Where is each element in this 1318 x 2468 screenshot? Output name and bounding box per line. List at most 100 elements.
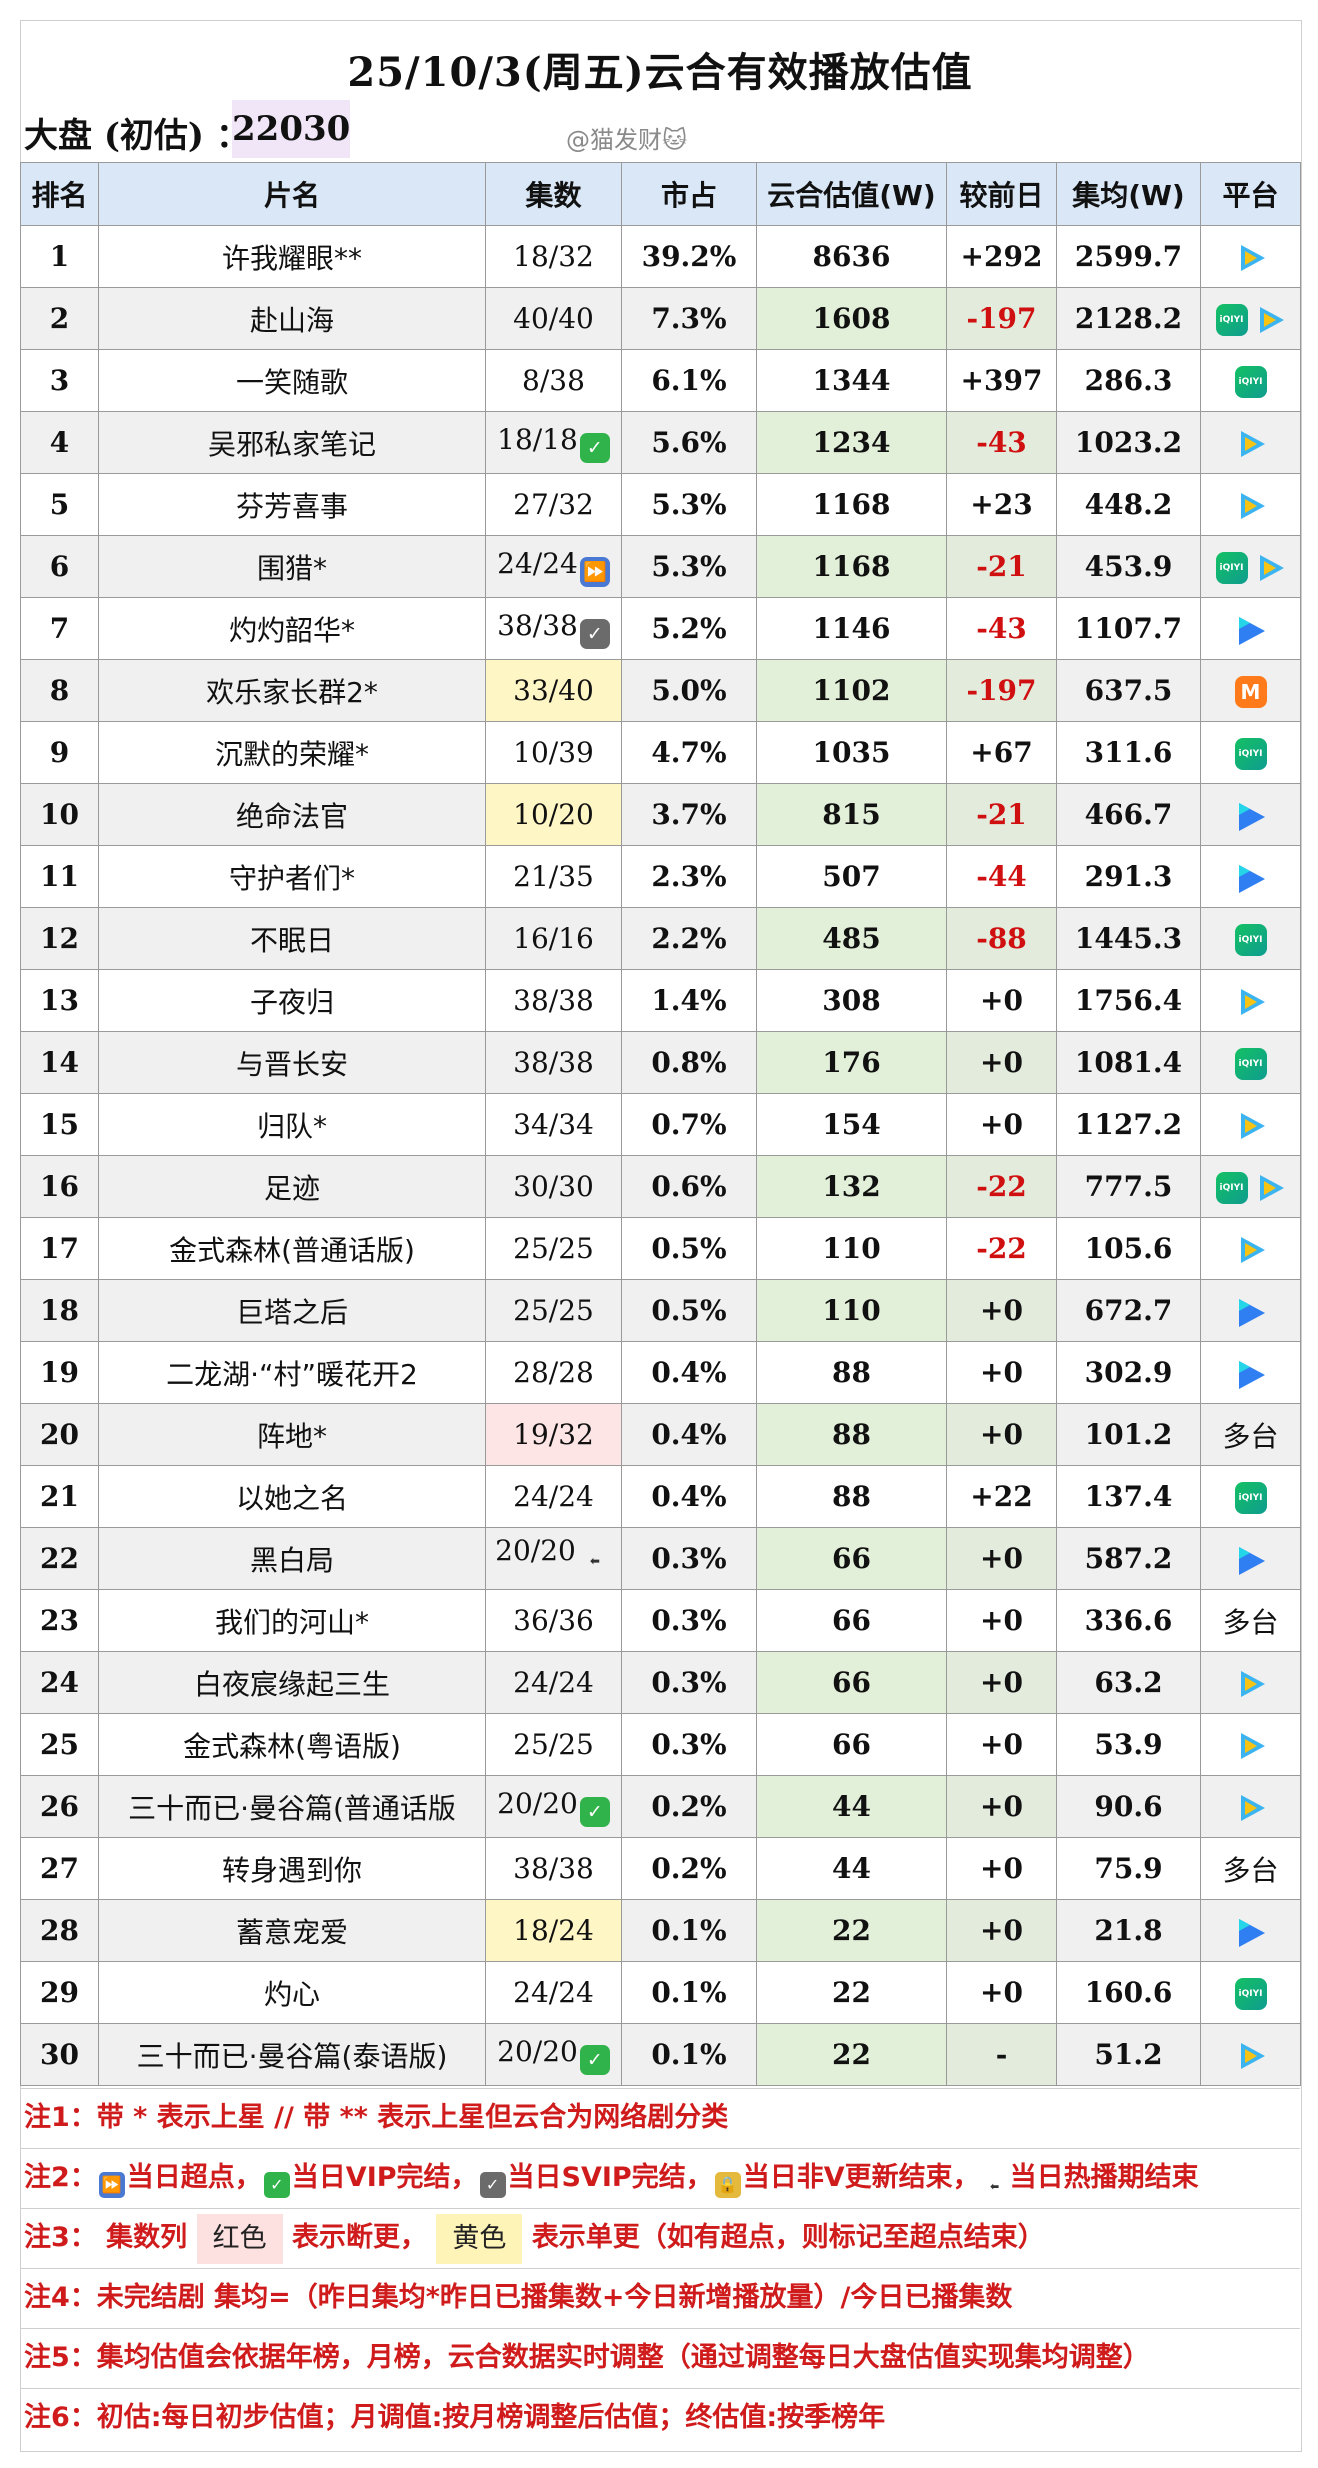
diff-cell: +0 — [946, 1961, 1057, 2024]
col-header-share: 市占 — [621, 162, 757, 226]
episodes-cell: 20/20 ⬅ — [485, 1527, 622, 1590]
episodes-text: 18/24 — [513, 1914, 594, 1947]
title-cell: 我们的河山* — [98, 1589, 486, 1652]
table-row: 27 转身遇到你 38/38 0.2% 44 +0 75.9 多台 — [20, 1837, 1301, 1900]
table-row: 11 守护者们* 21/35 2.3% 507 -44 291.3 — [20, 845, 1301, 908]
col-header-value: 云合估值(W) — [756, 162, 947, 226]
rank-cell: 30 — [20, 2023, 99, 2086]
platform-cell — [1200, 225, 1301, 288]
diff-cell: +0 — [946, 1341, 1057, 1404]
table-row: 15 归队* 34/34 0.7% 154 +0 1127.2 — [20, 1093, 1301, 1156]
table-row: 2 赴山海 40/40 7.3% 1608 -197 2128.2 iQIYI — [20, 287, 1301, 350]
episodes-text: 20/20 — [495, 1533, 576, 1567]
share-cell: 0.3% — [621, 1527, 757, 1590]
value-cell: 308 — [756, 969, 947, 1032]
value-cell: 507 — [756, 845, 947, 908]
platform-cell: 多台 — [1200, 1837, 1301, 1900]
vip-finished-icon: ✓ — [579, 432, 610, 463]
episodes-text: 25/25 — [513, 1728, 594, 1761]
rank-cell: 15 — [20, 1093, 99, 1156]
rank-cell: 4 — [20, 411, 99, 474]
episodes-cell: 40/40 — [485, 287, 622, 350]
episodes-text: 34/34 — [513, 1108, 594, 1141]
rank-cell: 29 — [20, 1961, 99, 2024]
diff-cell: +0 — [946, 969, 1057, 1032]
avg-cell: 51.2 — [1056, 2023, 1201, 2086]
diff-cell: +0 — [946, 1713, 1057, 1776]
table-row: 3 一笑随歌 8/38 6.1% 1344 +397 286.3 iQIYI — [20, 349, 1301, 412]
episodes-cell: 20/20 ✓ — [485, 2023, 622, 2086]
episodes-cell: 10/39 — [485, 721, 622, 784]
vip-finished-icon: ✓ — [263, 2172, 290, 2198]
value-cell: 1168 — [756, 535, 947, 598]
tencent-video-icon — [1235, 1668, 1267, 1700]
episodes-text: 18/32 — [513, 240, 594, 273]
share-cell: 0.2% — [621, 1775, 757, 1838]
title-cell: 围猎* — [98, 535, 486, 598]
table-row: 26 三十而已·曼谷篇(普通话版 20/20 ✓ 0.2% 44 +0 90.6 — [20, 1775, 1301, 1838]
table-row: 17 金式森林(普通话版) 25/25 0.5% 110 -22 105.6 — [20, 1217, 1301, 1280]
table-row: 4 吴邪私家笔记 18/18 ✓ 5.6% 1234 -43 1023.2 — [20, 411, 1301, 474]
rank-cell: 3 — [20, 349, 99, 412]
title-cell: 与晋长安 — [98, 1031, 486, 1094]
platform-cell — [1200, 969, 1301, 1032]
title-cell: 绝命法官 — [98, 783, 486, 846]
episodes-cell: 16/16 — [485, 907, 622, 970]
note-3-suffix: 表示单更（如有超点，则标记至超点结束） — [531, 2222, 1045, 2253]
avg-cell: 101.2 — [1056, 1403, 1201, 1466]
diff-cell: -197 — [946, 659, 1057, 722]
note-2-prefix: 注2： — [24, 2162, 97, 2193]
fast-forward-icon: ⏩ — [579, 556, 610, 587]
episodes-text: 30/30 — [513, 1170, 594, 1203]
episodes-cell: 18/24 — [485, 1899, 622, 1962]
episodes-text: 8/38 — [522, 364, 585, 397]
avg-cell: 137.4 — [1056, 1465, 1201, 1528]
iqiyi-icon: iQIYI — [1234, 1481, 1267, 1514]
note-2-c: 当日SVIP完结， — [507, 2162, 713, 2193]
episodes-text: 25/25 — [513, 1294, 594, 1327]
diff-cell: -43 — [946, 411, 1057, 474]
value-cell: 88 — [756, 1341, 947, 1404]
title-cell: 蓄意宠爱 — [98, 1899, 486, 1962]
value-cell: 1168 — [756, 473, 947, 536]
avg-cell: 1023.2 — [1056, 411, 1201, 474]
title-cell: 足迹 — [98, 1155, 486, 1218]
platform-cell: 多台 — [1200, 1589, 1301, 1652]
youku-icon — [1235, 1358, 1267, 1390]
rank-cell: 26 — [20, 1775, 99, 1838]
share-cell: 4.7% — [621, 721, 757, 784]
value-cell: 22 — [756, 1961, 947, 2024]
table-row: 10 绝命法官 10/20 3.7% 815 -21 466.7 — [20, 783, 1301, 846]
avg-cell: 336.6 — [1056, 1589, 1201, 1652]
iqiyi-icon: iQIYI — [1215, 551, 1248, 584]
rank-cell: 28 — [20, 1899, 99, 1962]
episodes-text: 28/28 — [513, 1356, 594, 1389]
share-cell: 5.2% — [621, 597, 757, 660]
episodes-cell: 34/34 — [485, 1093, 622, 1156]
episodes-cell: 21/35 — [485, 845, 622, 908]
note-3-prefix: 注3： 集数列 — [24, 2222, 188, 2253]
title-cell: 沉默的荣耀* — [98, 721, 486, 784]
end-icon: ⬅ — [990, 2180, 1000, 2193]
platform-cell — [1200, 1093, 1301, 1156]
episodes-text: 20/20 — [497, 2034, 578, 2068]
rank-cell: 21 — [20, 1465, 99, 1528]
rank-cell: 2 — [20, 287, 99, 350]
ranking-table: 排名 片名 集数 市占 云合估值(W) 较前日 集均(W) 平台 1 许我耀眼**… — [20, 162, 1301, 2086]
value-cell: 66 — [756, 1651, 947, 1714]
diff-cell: -44 — [946, 845, 1057, 908]
episodes-text: 27/32 — [513, 488, 594, 521]
episodes-cell: 10/20 — [485, 783, 622, 846]
episodes-cell: 24/24 — [485, 1465, 622, 1528]
episodes-text: 40/40 — [513, 302, 594, 335]
episodes-text: 10/20 — [513, 798, 594, 831]
title-cell: 一笑随歌 — [98, 349, 486, 412]
platform-cell — [1200, 1527, 1301, 1590]
avg-cell: 105.6 — [1056, 1217, 1201, 1280]
rank-cell: 10 — [20, 783, 99, 846]
value-cell: 1234 — [756, 411, 947, 474]
tencent-video-icon — [1235, 242, 1267, 274]
note-2-e: 当日热播期结束 — [1009, 2162, 1199, 2193]
value-cell: 66 — [756, 1527, 947, 1590]
youku-icon — [1235, 800, 1267, 832]
